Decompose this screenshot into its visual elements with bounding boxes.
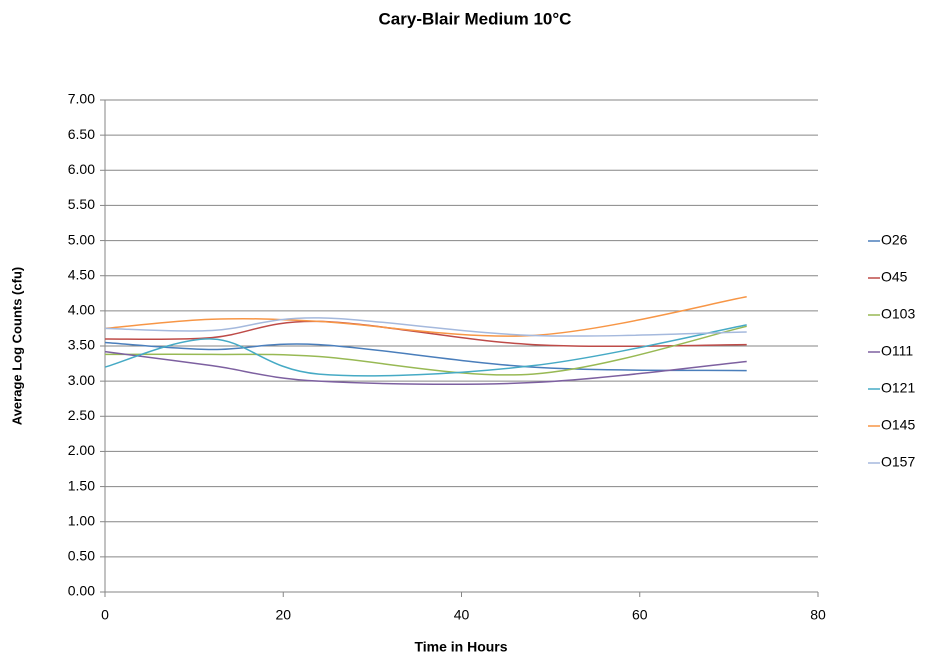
x-tick-label: 0 (101, 607, 109, 623)
legend-label: O45 (881, 269, 908, 285)
chart-title: Cary-Blair Medium 10°C (379, 9, 572, 28)
x-tick-label: 20 (275, 607, 291, 623)
line (104, 325, 747, 376)
legend-label: O111 (881, 343, 913, 359)
y-tick-label: 3.00 (68, 372, 95, 388)
y-tick-label: 4.00 (68, 302, 95, 318)
x-tick-label: 60 (632, 607, 648, 623)
line (104, 296, 747, 337)
y-tick-label: 6.50 (68, 126, 95, 142)
line (104, 324, 747, 377)
legend-label: O157 (881, 454, 915, 470)
y-tick-label: 7.00 (68, 91, 95, 107)
y-tick-label: 0.50 (68, 548, 95, 564)
y-tick-label: 5.50 (68, 196, 95, 212)
x-axis-label: Time in Hours (414, 639, 507, 655)
legend-label: O26 (881, 232, 908, 248)
y-tick-label: 2.50 (68, 407, 95, 423)
line (104, 350, 747, 386)
legend-label: O145 (881, 417, 915, 433)
legend-label: O121 (881, 380, 915, 396)
line (104, 317, 747, 337)
y-tick-label: 4.50 (68, 266, 95, 282)
line (104, 320, 747, 348)
x-tick-label: 80 (810, 607, 826, 623)
y-tick-label: 6.00 (68, 161, 95, 177)
y-tick-label: 2.00 (68, 442, 95, 458)
y-tick-label: 5.00 (68, 231, 95, 247)
y-tick-label: 1.50 (68, 477, 95, 493)
y-tick-label: 1.00 (68, 512, 95, 528)
y-tick-label: 3.50 (68, 337, 95, 353)
y-tick-label: 0.00 (68, 583, 95, 599)
line (104, 341, 747, 372)
x-tick-label: 40 (454, 607, 470, 623)
y-axis-label: Average Log Counts (cfu) (9, 267, 24, 425)
legend-label: O103 (881, 306, 915, 322)
